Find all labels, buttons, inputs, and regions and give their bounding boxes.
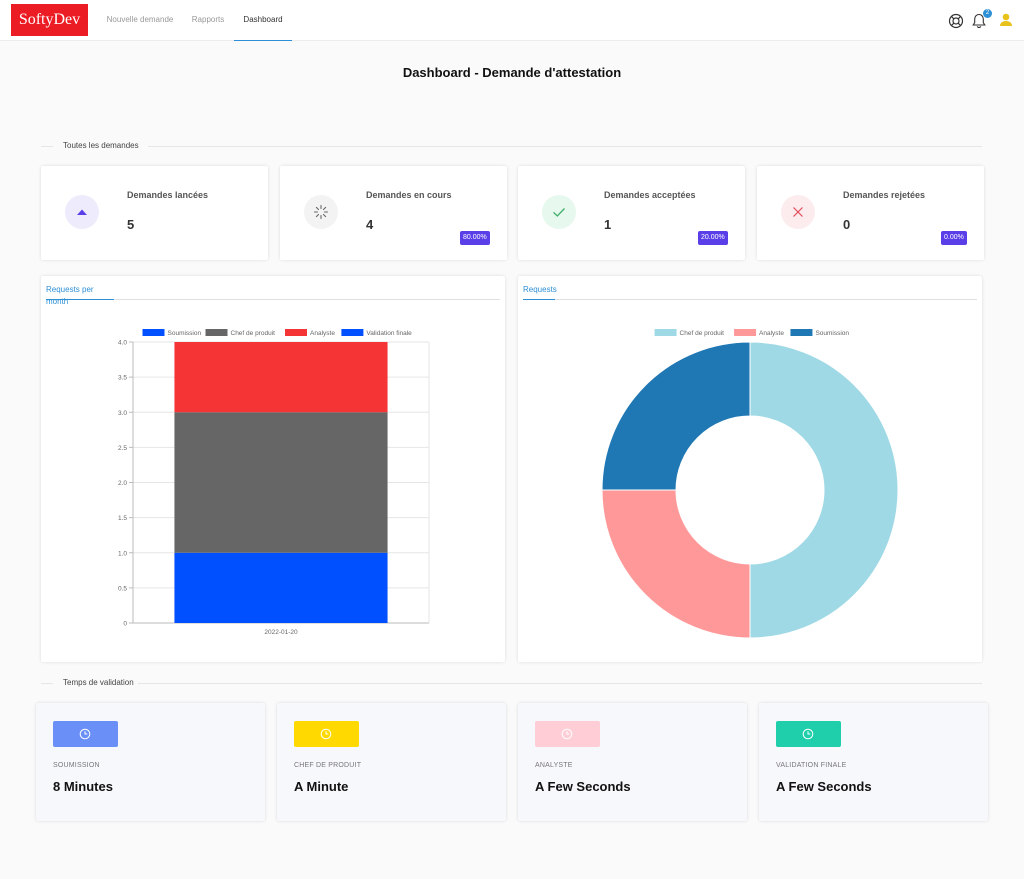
- nav-dashboard[interactable]: Dashboard: [234, 0, 292, 41]
- y-tick-label: 3.5: [118, 375, 127, 382]
- time-value: A Few Seconds: [535, 779, 631, 794]
- section-validation-time: Temps de validation: [41, 677, 982, 689]
- time-value: A Minute: [294, 779, 349, 794]
- stat-value: 1: [604, 217, 612, 232]
- stat-label: Demandes lancées: [127, 190, 209, 200]
- bar-segment: [174, 412, 388, 553]
- section-title: Temps de validation: [63, 678, 134, 687]
- clock-icon: [535, 721, 600, 747]
- stat-label: Demandes en cours: [366, 190, 452, 200]
- nav-rapports[interactable]: Rapports: [191, 15, 225, 24]
- time-value: A Few Seconds: [776, 779, 872, 794]
- legend-label: Soumission: [815, 330, 849, 337]
- legend-swatch: [142, 329, 165, 336]
- help-ring-icon[interactable]: [948, 13, 964, 29]
- y-tick-label: 4.0: [118, 340, 127, 347]
- stat-card-in-progress: Demandes en cours 4 80.00%: [280, 166, 507, 260]
- triangle-up-icon: [65, 195, 99, 229]
- stat-label: Demandes rejetées: [843, 190, 926, 200]
- bar-segment: [174, 342, 388, 413]
- stat-card-launched: Demandes lancées 5: [41, 166, 268, 260]
- doughnut-chart: Chef de produit Analyste Soumission: [601, 329, 899, 639]
- close-icon: [781, 195, 815, 229]
- top-navbar: SoftyDev Nouvelle demande Rapports Dashb…: [0, 0, 1024, 41]
- x-tick-label: 2022-01-20: [264, 629, 298, 636]
- legend-swatch: [790, 329, 813, 336]
- check-icon: [542, 195, 576, 229]
- legend-swatch: [285, 329, 307, 336]
- y-tick-label: 3.0: [118, 410, 127, 417]
- y-tick-label: 1.0: [118, 550, 127, 557]
- doughnut-slice: [601, 489, 751, 639]
- tab-requests[interactable]: Requests: [523, 284, 557, 300]
- legend-swatch: [205, 329, 228, 336]
- time-card-soumission: SOUMISSION 8 Minutes: [36, 703, 265, 821]
- tab-bar: Requests per month: [46, 284, 500, 306]
- stat-value: 4: [366, 217, 374, 232]
- clock-icon: [776, 721, 841, 747]
- y-tick-label: 0.5: [118, 585, 127, 592]
- stat-percent-badge: 0.00%: [941, 231, 967, 245]
- spinner-icon: [304, 195, 338, 229]
- legend-swatch: [734, 329, 757, 336]
- bar-segment: [174, 552, 388, 623]
- stat-percent-badge: 20.00%: [698, 231, 728, 245]
- stat-label: Demandes acceptées: [604, 190, 696, 200]
- legend-label: Validation finale: [366, 330, 412, 337]
- doughnut-slice: [749, 341, 899, 639]
- time-card-analyste: ANALYSTE A Few Seconds: [518, 703, 747, 821]
- legend-label: Chef de produit: [680, 330, 725, 337]
- time-value: 8 Minutes: [53, 779, 113, 794]
- chart-card-requests: Requests Chef de produit Analyste Soumissi…: [518, 276, 982, 662]
- time-card-chef-de-produit: CHEF DE PRODUIT A Minute: [277, 703, 506, 821]
- legend-swatch: [654, 329, 677, 336]
- time-label: CHEF DE PRODUIT: [294, 762, 362, 769]
- legend-swatch: [341, 329, 364, 336]
- legend-label: Analyste: [310, 330, 335, 337]
- tab-bar: Requests: [523, 284, 977, 300]
- clock-icon: [53, 721, 118, 747]
- logo[interactable]: SoftyDev: [11, 4, 88, 36]
- stat-card-rejected: Demandes rejetées 0 0.00%: [757, 166, 984, 260]
- nav-nouvelle-demande[interactable]: Nouvelle demande: [106, 15, 174, 24]
- section-title: Toutes les demandes: [63, 141, 139, 150]
- stat-value: 5: [127, 217, 135, 232]
- notification-badge: 2: [983, 9, 992, 18]
- stat-value: 0: [843, 217, 851, 232]
- legend-label: Soumission: [168, 330, 202, 337]
- section-all-requests: Toutes les demandes: [41, 140, 982, 152]
- time-card-validation-finale: VALIDATION FINALE A Few Seconds: [759, 703, 988, 821]
- time-label: ANALYSTE: [535, 762, 573, 769]
- bell-icon[interactable]: [971, 13, 987, 29]
- stat-percent-badge: 80.00%: [460, 231, 490, 245]
- user-icon[interactable]: [998, 12, 1014, 28]
- y-tick-label: 0: [123, 621, 127, 628]
- legend-label: Chef de produit: [231, 330, 276, 337]
- stat-card-accepted: Demandes acceptées 1 20.00%: [518, 166, 745, 260]
- doughnut-slice: [601, 341, 751, 491]
- time-label: SOUMISSION: [53, 762, 100, 769]
- tab-requests-per-month[interactable]: Requests per month: [46, 284, 114, 306]
- y-tick-label: 1.5: [118, 515, 127, 522]
- chart-card-requests-per-month: Requests per month 0 0.5 1.0 1.5 2.0 2.5 3.0 3.…: [41, 276, 505, 662]
- time-label: VALIDATION FINALE: [776, 762, 847, 769]
- legend-label: Analyste: [759, 330, 784, 337]
- page-title: Dashboard - Demande d'attestation: [402, 65, 622, 80]
- stacked-bar-chart: 0 0.5 1.0 1.5 2.0 2.5 3.0 3.5 4.0 2022-01-20 Soumi…: [118, 329, 430, 636]
- y-tick-label: 2.0: [118, 480, 127, 487]
- clock-icon: [294, 721, 359, 747]
- y-tick-label: 2.5: [118, 445, 127, 452]
